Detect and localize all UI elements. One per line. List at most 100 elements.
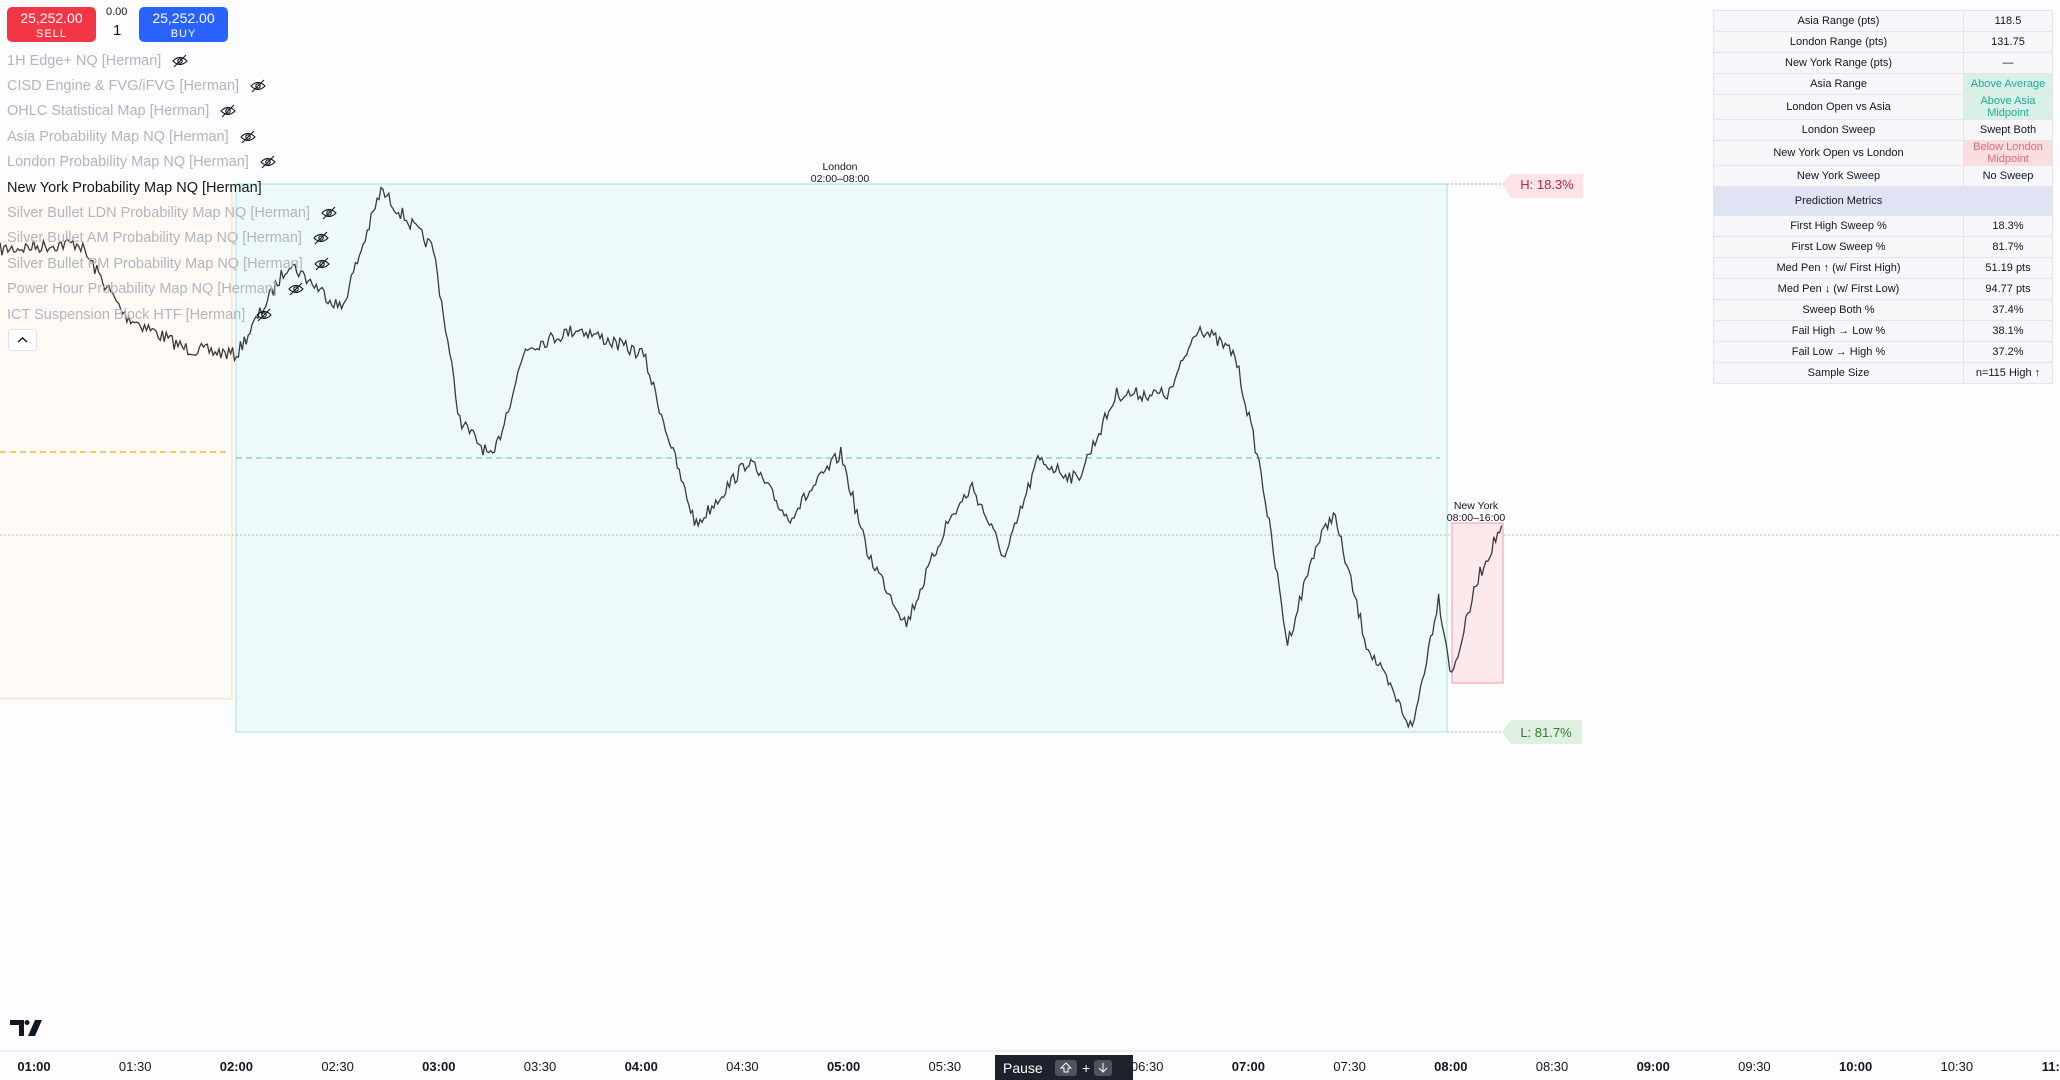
row-label: First Low Sweep % [1713, 236, 1964, 258]
time-label: 07:00 [1232, 1059, 1265, 1074]
table-row: New York Open vs London Below London Midp… [1713, 140, 2053, 166]
hidden-icon [321, 206, 337, 220]
indicator-name: Power Hour Probability Map NQ [Herman] [7, 281, 277, 298]
hidden-icon [288, 282, 304, 296]
row-value: 37.4% [1963, 299, 2053, 321]
sell-label: SELL [36, 28, 67, 40]
hidden-icon [260, 155, 276, 169]
plus-label: + [1082, 1059, 1091, 1076]
time-label: 03:00 [422, 1059, 455, 1074]
high-label: H: 18.3% [1520, 177, 1574, 192]
indicator[interactable]: Silver Bullet AM Probability Map NQ [Her… [7, 226, 338, 251]
stats-table: Asia Range (pts) 118.5 London Range (pts) 1… [1713, 10, 2053, 384]
logo [10, 1019, 42, 1036]
row-label: Med Pen ↑ (w/ First High) [1713, 257, 1964, 279]
session-hours: 08:00–16:00 [1447, 512, 1506, 524]
section-title: Prediction Metrics [1713, 186, 1964, 216]
newyork-box [1451, 522, 1504, 684]
time-label: 04:00 [625, 1059, 658, 1074]
row-value: Above Asia Midpoint [1963, 94, 2053, 120]
row-value: Swept Both [1963, 119, 2053, 141]
hidden-icon [239, 130, 256, 144]
row-label: Fail High → Low % [1713, 320, 1964, 342]
sell-price: 25,252.00 [20, 10, 83, 26]
time-label: 01:00 [17, 1059, 50, 1074]
hidden-icon [256, 308, 273, 321]
table-row: London Range (pts) 131.75 [1713, 31, 2053, 53]
hidden-icon [313, 232, 329, 245]
row-value: No Sweep [1963, 165, 2053, 187]
row-value: — [1963, 52, 2053, 74]
buy-price: 25,252.00 [152, 10, 215, 26]
row-label: London Sweep [1713, 119, 1964, 141]
indicator-name: Silver Bullet AM Probability Map NQ [Her… [7, 230, 302, 247]
row-value: 18.3% [1963, 215, 2053, 237]
time-label: 02:30 [321, 1059, 354, 1074]
time-label: 09:00 [1637, 1059, 1670, 1074]
indicator-name: New York Probability Map NQ [Herman] [7, 179, 262, 196]
table-row: Asia Range Above Average [1713, 73, 2053, 95]
row-label: New York Open vs London [1713, 140, 1964, 166]
section-row: Prediction Metrics [1713, 186, 2053, 216]
sell-button[interactable]: 25,252.00 SELL [7, 7, 96, 42]
time-label: 09:30 [1738, 1059, 1771, 1074]
low-marker [1502, 720, 1582, 744]
time-label: 05:00 [827, 1059, 860, 1074]
indicator[interactable]: CISD Engine & FVG/iFVG [Herman] [7, 73, 338, 98]
indicator-list: 1H Edge+ NQ [Herman] CISD Engine & FVG/iF… [7, 48, 338, 327]
indicator[interactable]: 1H Edge+ NQ [Herman] [7, 48, 338, 73]
table-row: First High Sweep % 18.3% [1713, 215, 2053, 237]
hidden-icon [250, 79, 266, 93]
indicator[interactable]: ICT Suspension Block HTF [Herman] [7, 302, 338, 327]
row-label: Sweep Both % [1713, 299, 1964, 321]
row-value: n=115 High ↑ [1963, 362, 2053, 384]
indicator[interactable]: Asia Probability Map NQ [Herman] [7, 124, 338, 149]
row-label: Fail Low → High % [1713, 341, 1964, 363]
indicator-name: Silver Bullet PM Probability Map NQ [Her… [7, 255, 303, 272]
indicator[interactable]: London Probability Map NQ [Herman] [7, 150, 338, 175]
row-label: Med Pen ↓ (w/ First Low) [1713, 278, 1964, 300]
indicator-name: London Probability Map NQ [Herman] [7, 154, 249, 171]
indicator[interactable]: OHLC Statistical Map [Herman] [7, 99, 338, 124]
table-row: Sample Size n=115 High ↑ [1713, 362, 2053, 384]
time-label: 04:30 [726, 1059, 759, 1074]
table-row: New York Range (pts) — [1713, 52, 2053, 74]
hidden-icon [313, 257, 330, 271]
buy-button[interactable]: 25,252.00 BUY [139, 7, 228, 42]
pause-control[interactable]: Pause + [995, 1055, 1133, 1080]
indicator-name: CISD Engine & FVG/iFVG [Herman] [7, 78, 240, 95]
indicator[interactable]: New York Probability Map NQ [Herman] [7, 175, 338, 200]
quantity[interactable]: 1 [113, 22, 122, 39]
row-label: Sample Size [1713, 362, 1964, 384]
indicator[interactable]: Silver Bullet PM Probability Map NQ [Her… [7, 251, 338, 276]
chevron-icon [17, 336, 28, 343]
row-value: 118.5 [1963, 10, 2053, 32]
time-label: 01:30 [119, 1059, 152, 1074]
time-label: 03:30 [524, 1059, 557, 1074]
shift-key [1055, 1059, 1077, 1076]
row-label: New York Range (pts) [1713, 52, 1964, 74]
time-label: 07:30 [1333, 1059, 1366, 1074]
low-label: L: 81.7% [1520, 725, 1572, 740]
table-row: New York Sweep No Sweep [1713, 165, 2053, 187]
time-label: 02:00 [220, 1059, 253, 1074]
time-label: 10:30 [1941, 1059, 1974, 1074]
indicator[interactable]: Silver Bullet LDN Probability Map NQ [He… [7, 200, 338, 225]
spread: 0.00 [106, 6, 128, 18]
table-row: Sweep Both % 37.4% [1713, 299, 2053, 321]
row-label: First High Sweep % [1713, 215, 1964, 237]
price-line [0, 186, 1503, 729]
indicator-name: 1H Edge+ NQ [Herman] [7, 52, 162, 69]
indicator[interactable]: Power Hour Probability Map NQ [Herman] [7, 277, 338, 302]
time-label: 06:30 [1131, 1059, 1164, 1074]
table-row: First Low Sweep % 81.7% [1713, 236, 2053, 258]
high-marker [1502, 174, 1583, 198]
row-value: 131.75 [1963, 31, 2053, 53]
collapse-button[interactable] [8, 329, 37, 351]
row-label: London Open vs Asia [1713, 94, 1964, 120]
down-key [1094, 1059, 1113, 1076]
indicator-name: Silver Bullet LDN Probability Map NQ [He… [7, 205, 310, 222]
time-label: 10:00 [1839, 1059, 1872, 1074]
row-value: 51.19 pts [1963, 257, 2053, 279]
